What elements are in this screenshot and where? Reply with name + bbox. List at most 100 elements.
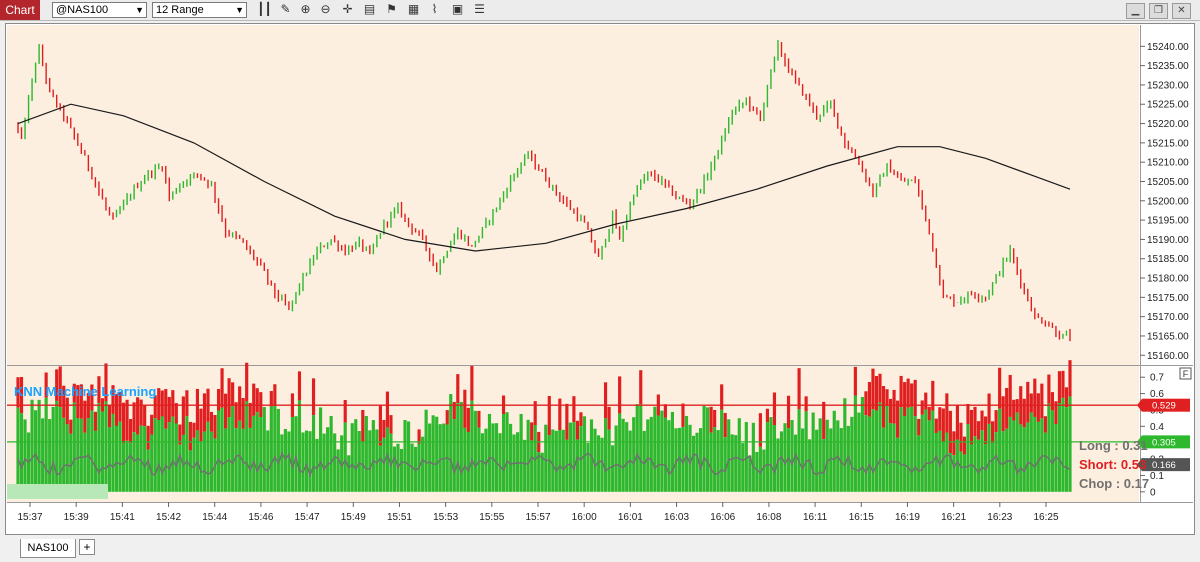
long-bar bbox=[593, 428, 597, 492]
analysis-icon[interactable]: ⌇ bbox=[431, 2, 438, 16]
long-bar bbox=[326, 427, 330, 492]
chart-canvas[interactable]: 15160.00 15165.00 15170.00 15175.00 15180.00… bbox=[6, 24, 1194, 534]
long-bar bbox=[695, 432, 699, 492]
short-bar bbox=[382, 419, 386, 438]
long-bar bbox=[220, 407, 224, 492]
tab-nas100[interactable]: NAS100 bbox=[20, 539, 76, 558]
short-bar bbox=[906, 378, 910, 408]
short-bar bbox=[252, 383, 256, 416]
format-icon[interactable]: ▣ bbox=[451, 2, 464, 16]
short-bar bbox=[125, 399, 129, 441]
long-bar bbox=[554, 430, 558, 492]
short-bar bbox=[231, 382, 235, 407]
short-bar bbox=[881, 386, 886, 428]
short-bar bbox=[575, 420, 580, 440]
short-bar bbox=[466, 407, 470, 432]
long-bar bbox=[938, 430, 942, 492]
long-bar bbox=[519, 413, 523, 492]
long-bar bbox=[691, 435, 696, 492]
long-bar bbox=[30, 399, 34, 492]
time-tick-label: 16:03 bbox=[664, 512, 689, 523]
long-bar bbox=[139, 425, 143, 492]
short-bar bbox=[55, 369, 59, 401]
add-tab-button[interactable]: + bbox=[79, 539, 95, 555]
short-bar bbox=[146, 425, 150, 450]
long-bar bbox=[1061, 397, 1065, 492]
short-bar bbox=[797, 368, 801, 410]
long-bar bbox=[790, 419, 794, 492]
long-bar bbox=[575, 439, 580, 492]
long-bar bbox=[336, 449, 340, 492]
short-bar bbox=[273, 384, 277, 406]
restore-icon[interactable]: ❐ bbox=[1149, 3, 1168, 19]
crosshair-icon[interactable]: ✛ bbox=[342, 2, 353, 16]
price-tick-label: 15220.00 bbox=[1147, 119, 1189, 130]
time-tick-label: 15:44 bbox=[202, 512, 227, 523]
long-bar bbox=[748, 455, 752, 492]
long-bar bbox=[603, 418, 608, 492]
short-bar bbox=[1057, 371, 1062, 404]
minimize-icon[interactable]: ▁ bbox=[1126, 3, 1145, 19]
properties-icon[interactable]: ☰ bbox=[474, 2, 485, 16]
short-bar bbox=[871, 368, 875, 410]
flag-icon[interactable]: ⚑ bbox=[386, 2, 397, 16]
long-bar bbox=[276, 408, 280, 492]
long-bar bbox=[786, 428, 791, 492]
long-bar bbox=[41, 418, 45, 492]
chop-line bbox=[17, 451, 1071, 478]
long-bar bbox=[480, 433, 485, 492]
long-bar bbox=[720, 409, 724, 492]
short-bar bbox=[924, 392, 928, 410]
long-bar bbox=[241, 428, 245, 492]
time-tick-label: 16:23 bbox=[987, 512, 1012, 523]
level-badge-arrow bbox=[1137, 398, 1142, 412]
short-bar bbox=[853, 366, 857, 396]
indicator-tick-label: 0 bbox=[1150, 487, 1156, 498]
long-bar bbox=[308, 431, 312, 492]
long-bar bbox=[185, 416, 189, 492]
symbol-select[interactable]: @NAS100 ▼ bbox=[52, 2, 147, 18]
long-bar bbox=[674, 428, 678, 492]
bar-style-icon[interactable]: ┃┃ bbox=[257, 2, 272, 16]
long-bar bbox=[224, 428, 228, 492]
zoom-out-icon[interactable]: ⊖ bbox=[320, 2, 331, 16]
short-bar bbox=[269, 391, 273, 407]
short-bar bbox=[65, 397, 69, 425]
short-bar bbox=[1005, 387, 1009, 429]
long-bar bbox=[114, 425, 119, 492]
chart-type-icon[interactable]: ▦ bbox=[407, 2, 420, 16]
chart-menu-button[interactable]: Chart bbox=[0, 0, 40, 20]
long-bar bbox=[364, 416, 368, 492]
long-bar bbox=[65, 424, 69, 492]
long-bar bbox=[1068, 396, 1072, 492]
short-bar bbox=[966, 403, 970, 425]
short-bar bbox=[1047, 374, 1051, 404]
short-bar bbox=[910, 383, 914, 407]
toolbar: Chart @NAS100 ▼ 12 Range ▼ ┃┃ ✎ ⊕ ⊖ ✛ ▤ ⚑ … bbox=[0, 0, 1200, 21]
long-bar bbox=[874, 410, 879, 492]
short-bar bbox=[903, 382, 907, 417]
data-box-icon[interactable]: ▤ bbox=[363, 2, 376, 16]
short-bar bbox=[79, 384, 83, 419]
time-tick-label: 16:11 bbox=[803, 512, 828, 523]
long-bar bbox=[399, 448, 404, 492]
long-bar bbox=[811, 412, 815, 492]
long-bar bbox=[1022, 427, 1026, 492]
long-bar bbox=[494, 423, 499, 492]
price-tick-label: 15180.00 bbox=[1147, 274, 1189, 285]
zoom-in-icon[interactable]: ⊕ bbox=[300, 2, 311, 16]
long-bar bbox=[1043, 432, 1047, 492]
long-bar bbox=[262, 407, 266, 492]
interval-select[interactable]: 12 Range ▼ bbox=[152, 2, 247, 18]
long-bar bbox=[209, 431, 214, 492]
time-tick-label: 15:47 bbox=[295, 512, 320, 523]
long-bar bbox=[864, 415, 868, 492]
chevron-down-icon: ▼ bbox=[235, 5, 244, 15]
long-bar bbox=[273, 405, 277, 492]
interval-value: 12 Range bbox=[156, 4, 204, 16]
time-tick-label: 15:49 bbox=[341, 512, 366, 523]
pencil-icon[interactable]: ✎ bbox=[280, 2, 291, 16]
format-badge[interactable] bbox=[1179, 367, 1192, 380]
long-bar bbox=[568, 422, 572, 492]
close-icon[interactable]: ✕ bbox=[1172, 3, 1191, 19]
